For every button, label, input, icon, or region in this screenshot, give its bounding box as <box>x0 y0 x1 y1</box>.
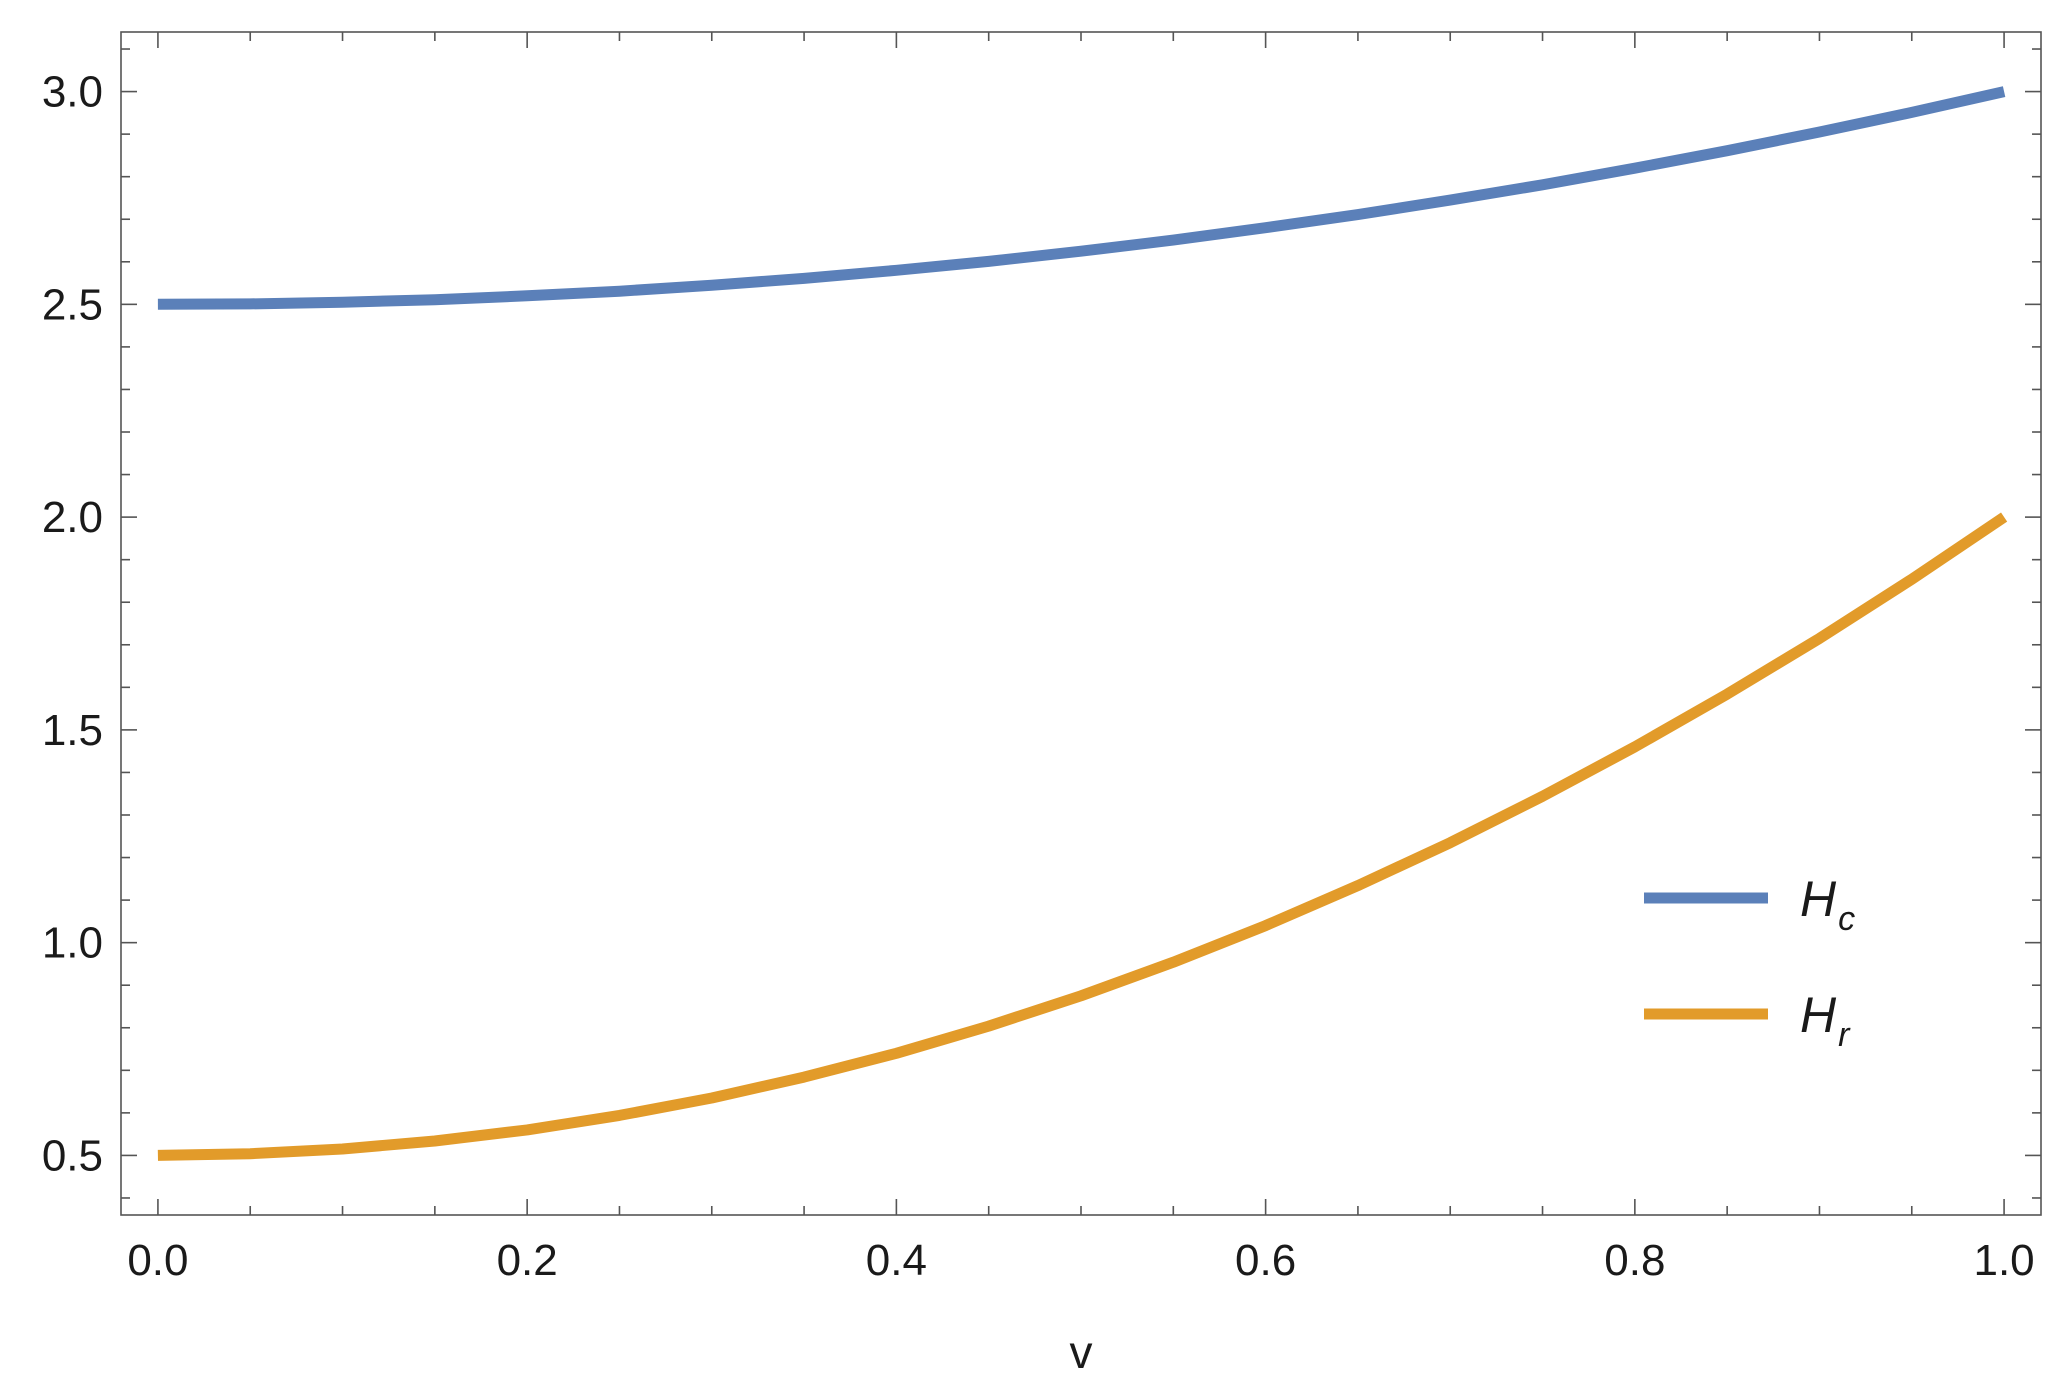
x-tick-label: 0.8 <box>1604 1236 1665 1285</box>
y-tick-label: 1.5 <box>42 706 103 755</box>
y-tick-label: 1.0 <box>42 919 103 968</box>
x-tick-label: 1.0 <box>1973 1236 2034 1285</box>
y-tick-label: 2.0 <box>42 493 103 542</box>
series-line-h-r <box>157 512 2008 1161</box>
ticks-layer <box>121 32 2041 1215</box>
x-tick-labels: 0.0 0.2 0.4 0.6 0.8 1.0 <box>127 1236 2034 1285</box>
series-layer <box>157 86 2008 1161</box>
series-line-h-c <box>157 86 2006 310</box>
legend-label: Hc <box>1800 871 1855 938</box>
legend-item-h-c: Hc <box>1644 871 1855 938</box>
legend: Hc Hr <box>1644 871 1855 1054</box>
x-axis-title: v <box>1070 1326 1093 1378</box>
x-tick-label: 0.6 <box>1235 1236 1296 1285</box>
x-tick-label: 0.2 <box>497 1236 558 1285</box>
y-tick-label: 2.5 <box>42 280 103 329</box>
plot-frame <box>120 31 2042 1216</box>
legend-item-h-r: Hr <box>1644 987 1851 1054</box>
x-tick-label: 0.0 <box>127 1236 188 1285</box>
x-tick-label: 0.4 <box>866 1236 927 1285</box>
y-tick-label: 3.0 <box>42 68 103 117</box>
y-tick-labels: 0.5 1.0 1.5 2.0 2.5 3.0 <box>42 68 103 1181</box>
y-tick-label: 0.5 <box>42 1131 103 1180</box>
legend-label: Hr <box>1800 987 1851 1054</box>
